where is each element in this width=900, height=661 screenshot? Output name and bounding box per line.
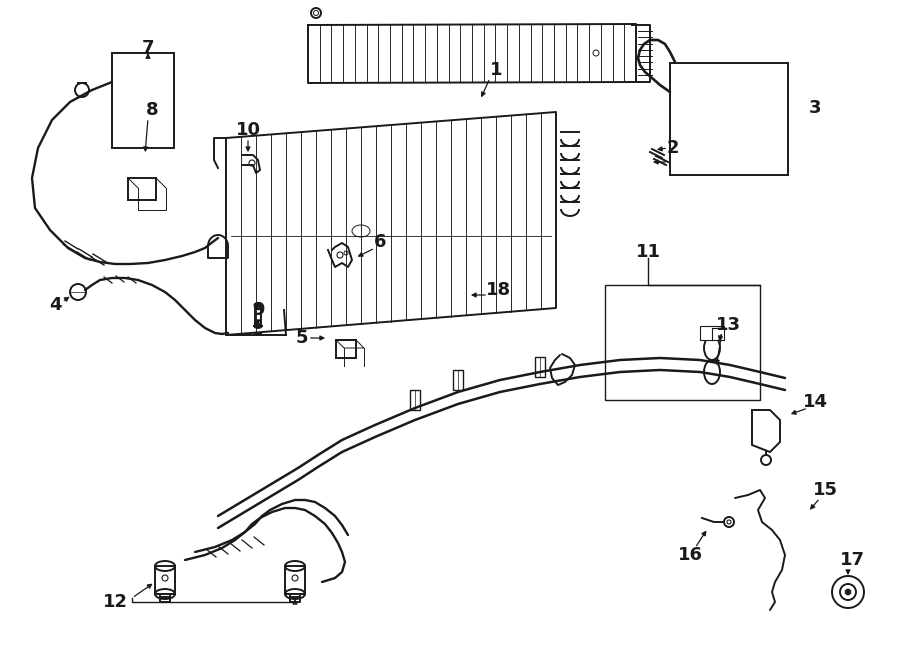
Text: 13: 13 [716, 316, 741, 334]
Text: 12: 12 [103, 593, 128, 611]
Circle shape [845, 589, 851, 595]
Text: 15: 15 [813, 481, 838, 499]
Text: 14: 14 [803, 393, 827, 411]
Bar [535, 357, 545, 377]
Bar [605, 285, 760, 400]
Text: 11: 11 [635, 243, 661, 261]
Bar [336, 340, 356, 358]
Text: 4: 4 [49, 296, 61, 314]
Bar [128, 178, 156, 200]
Bar [700, 326, 724, 340]
Bar [112, 53, 174, 148]
Bar [285, 566, 305, 594]
Bar [453, 370, 463, 390]
Text: 16: 16 [678, 546, 703, 564]
Text: 1: 1 [490, 61, 502, 79]
Text: 18: 18 [486, 281, 511, 299]
Text: 10: 10 [236, 121, 260, 139]
Text: 2: 2 [667, 139, 680, 157]
Text: 17: 17 [840, 551, 865, 569]
Text: 6: 6 [374, 233, 386, 251]
Bar [410, 390, 420, 410]
Text: 8: 8 [146, 101, 158, 119]
Bar [155, 566, 175, 594]
Text: 9: 9 [252, 301, 265, 319]
Text: 5: 5 [296, 329, 308, 347]
Text: 3: 3 [809, 99, 821, 117]
Bar [670, 63, 788, 175]
Text: 7: 7 [142, 39, 154, 57]
